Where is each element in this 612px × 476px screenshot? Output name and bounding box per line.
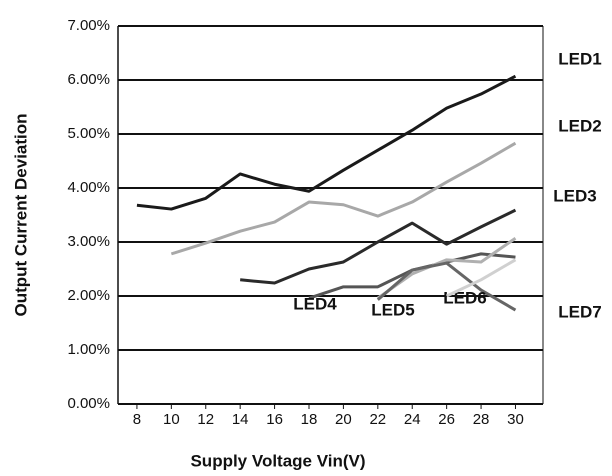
series-label: LED3	[553, 186, 596, 205]
x-tick-label: 18	[301, 411, 318, 428]
series-label: LED2	[558, 116, 601, 135]
series-label: LED7	[558, 302, 601, 321]
x-tick-label: 24	[404, 411, 421, 428]
x-tick-label: 30	[507, 411, 524, 428]
x-tick-label: 8	[133, 411, 141, 428]
series-label: LED5	[371, 300, 414, 319]
y-tick-label: 3.00%	[67, 233, 110, 250]
x-tick-label: 26	[438, 411, 455, 428]
series-label: LED1	[558, 49, 601, 68]
series-line	[240, 208, 517, 285]
series-line	[136, 74, 517, 211]
y-axis-label: Output Current Deviation	[11, 113, 30, 316]
series-label: LED4	[293, 294, 337, 313]
y-tick-label: 4.00%	[67, 179, 110, 196]
y-tick-label: 6.00%	[67, 71, 110, 88]
y-tick-label: 0.00%	[67, 395, 110, 412]
y-tick-label: 1.00%	[67, 341, 110, 358]
x-tick-label: 10	[163, 411, 180, 428]
y-tick-label: 2.00%	[67, 287, 110, 304]
series-line	[446, 258, 517, 298]
series-label: LED6	[443, 288, 486, 307]
x-tick-label: 14	[232, 411, 249, 428]
x-axis-label: Supply Voltage Vin(V)	[190, 451, 365, 470]
x-tick-label: 20	[335, 411, 352, 428]
x-tick-label: 12	[197, 411, 214, 428]
y-tick-label: 5.00%	[67, 125, 110, 142]
y-tick-label: 7.00%	[67, 17, 110, 34]
series-line	[376, 261, 517, 312]
x-tick-label: 28	[473, 411, 490, 428]
series-line	[170, 141, 517, 256]
x-tick-label: 16	[266, 411, 283, 428]
x-tick-label: 22	[369, 411, 386, 428]
